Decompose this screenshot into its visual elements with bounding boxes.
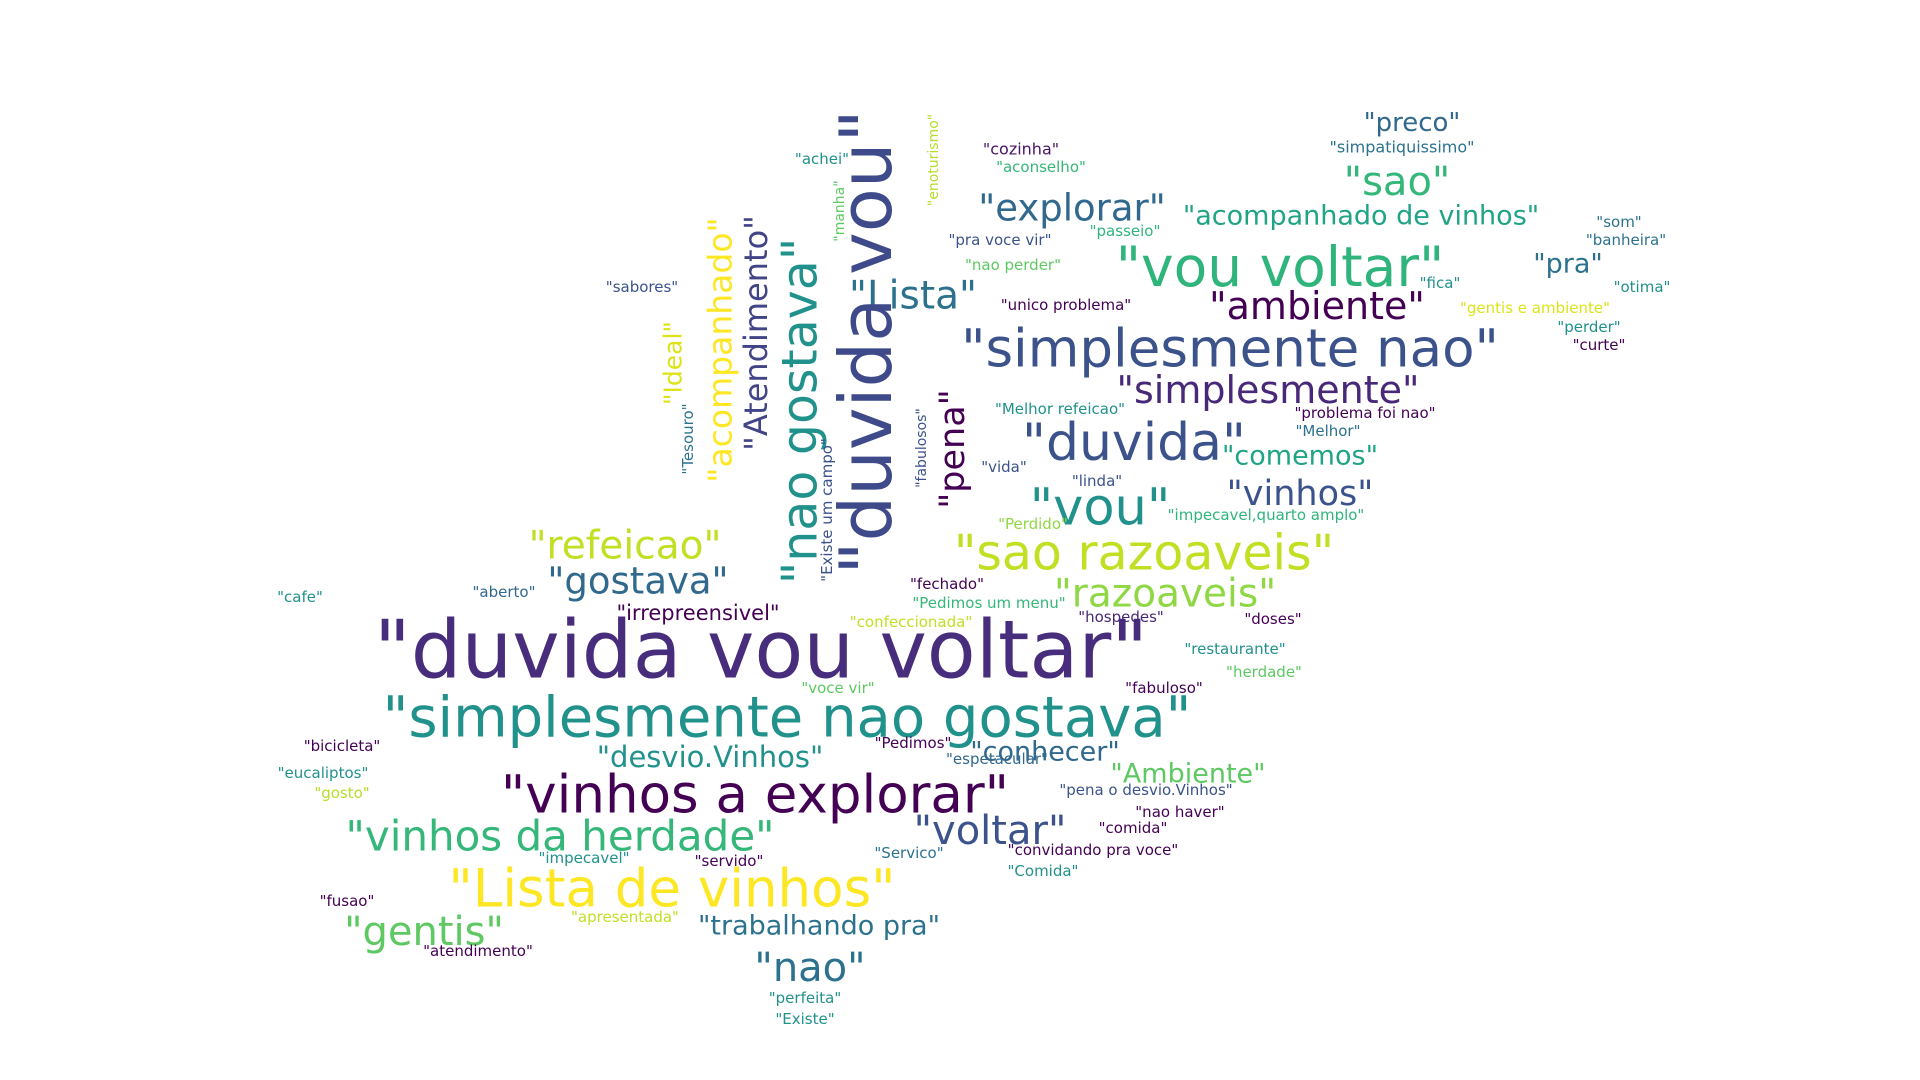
cloud-word: "conhecer" xyxy=(970,737,1120,768)
cloud-word: "Atendimento" xyxy=(737,215,775,451)
cloud-word: "simplesmente nao" xyxy=(961,319,1499,380)
cloud-word: "nao" xyxy=(754,945,865,991)
cloud-word: "impecavel,quarto amplo" xyxy=(1168,506,1365,524)
cloud-word: "fica" xyxy=(1420,274,1461,292)
cloud-word: "nao perder" xyxy=(965,256,1061,274)
cloud-word: "gostava" xyxy=(547,560,728,603)
cloud-word: "Lista de vinhos" xyxy=(448,859,895,920)
cloud-word: "gosto" xyxy=(314,784,369,802)
cloud-word: "perder" xyxy=(1557,318,1620,336)
cloud-word: "linda" xyxy=(1072,472,1122,490)
cloud-word: "aberto" xyxy=(473,583,536,601)
cloud-word: "curte" xyxy=(1573,336,1626,354)
cloud-word: "enoturismo" xyxy=(926,114,942,206)
cloud-word: "manha" xyxy=(832,180,848,241)
cloud-word: "simplesmente" xyxy=(1117,368,1420,412)
cloud-word: "perfeita" xyxy=(769,989,841,1007)
cloud-word: "doses" xyxy=(1244,610,1301,628)
cloud-word: "duvida vou voltar" xyxy=(374,604,1148,697)
cloud-word: "herdade" xyxy=(1226,663,1302,681)
cloud-word: "pena" xyxy=(933,389,973,509)
cloud-word: "hospedes" xyxy=(1078,608,1164,626)
cloud-word: "cafe" xyxy=(277,588,323,606)
cloud-word: "convidando pra voce" xyxy=(1008,841,1179,859)
cloud-word: "trabalhando pra" xyxy=(698,911,940,942)
cloud-word: "Melhor refeicao" xyxy=(995,400,1125,418)
cloud-word: "preco" xyxy=(1364,108,1461,138)
cloud-word: "fabuloso" xyxy=(1125,679,1203,697)
cloud-word: "fusao" xyxy=(320,892,375,910)
cloud-word: "desvio.Vinhos" xyxy=(597,740,824,774)
cloud-word: "nao gostava" xyxy=(772,238,829,585)
cloud-word: "pra" xyxy=(1533,249,1603,280)
cloud-word: "Lista" xyxy=(849,274,977,319)
cloud-word: "refeicao" xyxy=(529,524,722,569)
cloud-word: "Existe" xyxy=(775,1010,834,1028)
cloud-word: "sabores" xyxy=(606,278,678,296)
cloud-word: "razoaveis" xyxy=(1054,572,1276,617)
cloud-word: "duvida" xyxy=(1022,413,1246,473)
cloud-word: "Ambiente" xyxy=(1110,759,1265,790)
cloud-word: "acompanhado" xyxy=(701,217,740,482)
cloud-word: "vinhos da herdade" xyxy=(346,812,775,861)
cloud-word: "nao haver" xyxy=(1135,803,1224,821)
cloud-word: "voce vir" xyxy=(801,679,874,697)
cloud-word: "impecavel" xyxy=(538,849,629,867)
cloud-word: "som" xyxy=(1596,213,1641,231)
cloud-word: "unico problema" xyxy=(1001,296,1131,314)
cloud-word: "vou" xyxy=(1030,479,1171,538)
cloud-word: "Perdido" xyxy=(998,515,1068,533)
cloud-word: "voltar" xyxy=(914,808,1067,854)
cloud-word: "vou voltar" xyxy=(1116,235,1445,299)
cloud-word: "atendimento" xyxy=(423,942,533,960)
cloud-word: "Existe um campo" xyxy=(818,438,836,582)
cloud-word: "ambiente" xyxy=(1209,284,1425,328)
cloud-word: "aconselho" xyxy=(996,158,1086,176)
cloud-word: "passeio" xyxy=(1090,222,1161,240)
cloud-word: "apresentada" xyxy=(571,908,679,926)
cloud-word: "sao razoaveis" xyxy=(954,525,1334,582)
cloud-word: "Pedimos um menu" xyxy=(912,594,1065,612)
cloud-word: "bicicleta" xyxy=(304,737,381,755)
cloud-word: "vinhos a explorar" xyxy=(501,765,1009,826)
cloud-word: "comemos" xyxy=(1222,441,1378,472)
cloud-word: "Pedimos" xyxy=(875,734,952,752)
cloud-word: "fechado" xyxy=(910,575,984,593)
cloud-word: "simplesmente nao gostava" xyxy=(383,686,1192,751)
cloud-word: "banheira" xyxy=(1586,231,1666,249)
cloud-word: "fabulosos" xyxy=(914,408,930,488)
cloud-word: "Tesouro" xyxy=(679,403,697,474)
cloud-word: "pena o desvio.Vinhos" xyxy=(1059,781,1232,799)
cloud-word: "otima" xyxy=(1614,278,1671,296)
cloud-word: "gentis e ambiente" xyxy=(1460,299,1610,317)
cloud-word: "Comida" xyxy=(1008,862,1079,880)
cloud-word: "espetacular" xyxy=(946,750,1048,768)
cloud-word: "vinhos" xyxy=(1227,474,1374,514)
cloud-word: "cozinha" xyxy=(983,140,1059,159)
cloud-word: "comida" xyxy=(1099,819,1168,837)
cloud-word: "simpatiquissimo" xyxy=(1330,138,1475,157)
cloud-word: "duvida vou" xyxy=(824,109,908,574)
cloud-word: "problema foi nao" xyxy=(1294,404,1435,422)
cloud-word: "gentis" xyxy=(344,909,504,955)
cloud-word: "vida" xyxy=(981,458,1027,476)
cloud-word: "restaurante" xyxy=(1184,640,1285,658)
cloud-word: "achei" xyxy=(795,150,849,168)
cloud-word: "confeccionada" xyxy=(850,613,973,631)
cloud-word: "Ideal" xyxy=(659,321,688,405)
cloud-word: "Melhor" xyxy=(1296,422,1361,440)
cloud-word: "sao" xyxy=(1344,159,1451,205)
cloud-word: "Servico" xyxy=(874,844,943,862)
cloud-word: "explorar" xyxy=(978,187,1166,230)
cloud-word: "eucaliptos" xyxy=(278,764,369,782)
cloud-word: "irrepreensivel" xyxy=(616,601,779,625)
cloud-word: "pra voce vir" xyxy=(949,231,1052,249)
cloud-word: "servido" xyxy=(695,852,764,870)
cloud-word: "acompanhado de vinhos" xyxy=(1183,201,1539,232)
